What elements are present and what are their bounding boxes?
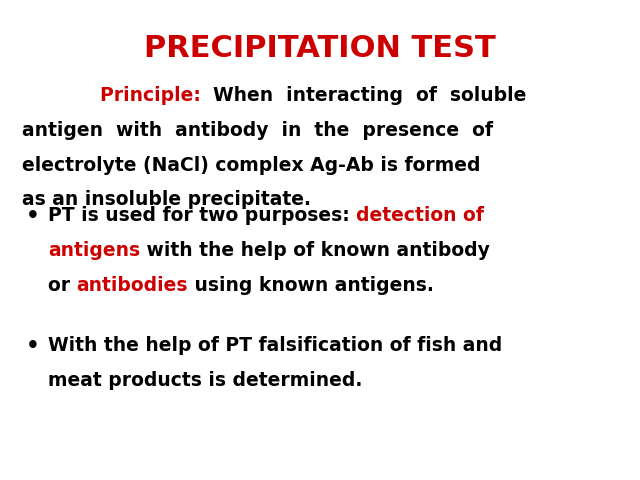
Text: electrolyte (NaCl) complex Ag-Ab is formed: electrolyte (NaCl) complex Ag-Ab is form… <box>22 156 481 175</box>
Text: using known antigens.: using known antigens. <box>188 276 434 295</box>
Text: •: • <box>26 206 39 227</box>
Text: detection of: detection of <box>356 206 484 226</box>
Text: Principle:: Principle: <box>74 86 200 106</box>
Text: antibodies: antibodies <box>77 276 188 295</box>
Text: PT is used for two purposes:: PT is used for two purposes: <box>48 206 356 226</box>
Text: antigen  with  antibody  in  the  presence  of: antigen with antibody in the presence of <box>22 121 493 140</box>
Text: With the help of PT falsification of fish and: With the help of PT falsification of fis… <box>48 336 502 355</box>
Text: meat products is determined.: meat products is determined. <box>48 371 362 390</box>
Text: antigens: antigens <box>48 241 140 260</box>
Text: When  interacting  of  soluble: When interacting of soluble <box>200 86 527 106</box>
Text: or: or <box>48 276 77 295</box>
Text: PRECIPITATION TEST: PRECIPITATION TEST <box>144 34 496 62</box>
Text: •: • <box>26 336 39 356</box>
Text: as an insoluble precipitate.: as an insoluble precipitate. <box>22 190 312 209</box>
Text: with the help of known antibody: with the help of known antibody <box>140 241 490 260</box>
